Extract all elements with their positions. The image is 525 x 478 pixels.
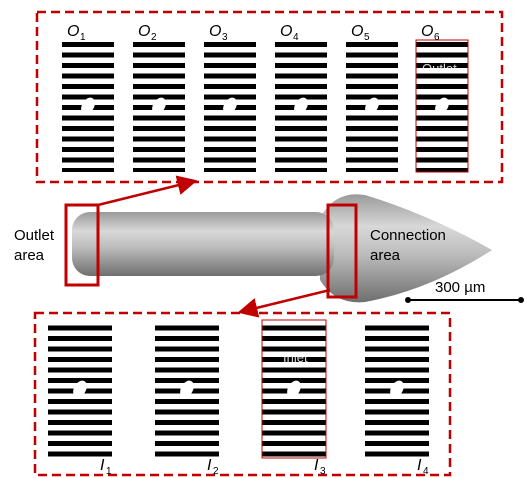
slice-label: I [314, 457, 319, 474]
slice-label: O [280, 23, 292, 40]
connection-area-label: Connection [370, 227, 446, 244]
scale-bar-label: 300 µm [435, 279, 485, 296]
slice-label: O [209, 23, 221, 40]
arrow [240, 290, 330, 312]
slice-label: I [100, 457, 105, 474]
slice-label: I [417, 457, 422, 474]
slice-label-index: 3 [222, 32, 228, 43]
slice-label-index: 5 [364, 32, 370, 43]
slice-inner-label: Outlet [422, 61, 457, 76]
slice-label-index: 4 [423, 466, 429, 477]
slice-label: O [351, 23, 363, 40]
slice-label: O [138, 23, 150, 40]
slice-label: O [67, 23, 79, 40]
cylinder [72, 212, 334, 276]
figure: Outlet area Connection area 300 µm O1O2O… [0, 0, 525, 478]
arrow [98, 181, 195, 205]
slice-label-index: 4 [293, 32, 299, 43]
slice-label-index: 3 [320, 466, 326, 477]
outlet-area-label: Outlet [14, 227, 55, 244]
slice-label: I [207, 457, 212, 474]
slice-label-index: 1 [80, 32, 86, 43]
connection-area-label: area [370, 247, 401, 264]
scale-bar-end [518, 297, 524, 303]
slice-label-index: 1 [106, 466, 112, 477]
outlet-area-label: area [14, 247, 45, 264]
slice-label-index: 2 [151, 32, 157, 43]
scale-bar-end [405, 297, 411, 303]
slice-label-index: 2 [213, 466, 219, 477]
slice-label: O [421, 23, 433, 40]
slice-label-index: 6 [434, 32, 440, 43]
slice-inner-label: Inlet [283, 350, 308, 365]
